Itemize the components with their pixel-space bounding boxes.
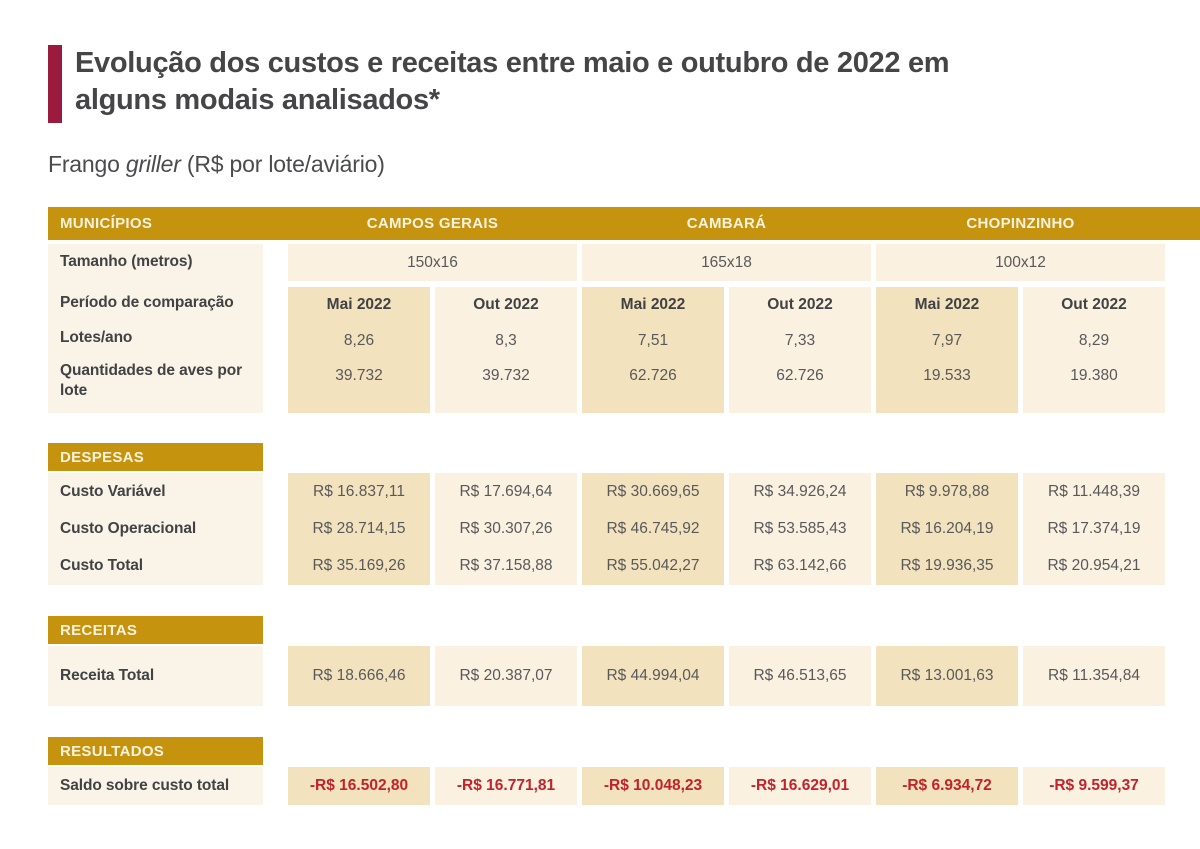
subtitle-italic: griller bbox=[125, 151, 181, 177]
period-cell: Out 2022 bbox=[1061, 296, 1127, 313]
table-top-section: Tamanho (metros) Período de comparação L… bbox=[48, 244, 1200, 413]
saldo-cell: -R$ 10.048,23 bbox=[582, 767, 724, 805]
row-label-custo-variavel: Custo Variável bbox=[60, 482, 166, 500]
lotes-ano-cell: 8,29 bbox=[1078, 332, 1110, 349]
title-block: Evolução dos custos e receitas entre mai… bbox=[48, 45, 1200, 123]
lotes-ano-cell: 7,97 bbox=[931, 332, 963, 349]
size-cell-campos-gerais: 150x16 bbox=[288, 244, 577, 281]
receita-total-cell: R$ 44.994,04 bbox=[582, 646, 724, 706]
custo-variavel-cell: R$ 30.669,65 bbox=[606, 482, 700, 500]
period-cell: Mai 2022 bbox=[620, 296, 686, 313]
receita-total-cell: R$ 11.354,84 bbox=[1023, 646, 1165, 706]
header-chopinzinho: CHOPINZINHO bbox=[966, 215, 1075, 232]
custo-total-cell: R$ 55.042,27 bbox=[606, 557, 700, 574]
despesas-column-cambara-mai: R$ 30.669,65 R$ 46.745,92 R$ 55.042,27 bbox=[582, 473, 724, 585]
aves-lote-cell: 19.533 bbox=[923, 367, 971, 384]
header-municipios: MUNICÍPIOS bbox=[60, 215, 153, 232]
custo-variavel-cell: R$ 16.837,11 bbox=[313, 482, 405, 500]
receita-total-cell: R$ 46.513,65 bbox=[729, 646, 871, 706]
receita-total-cell: R$ 13.001,63 bbox=[876, 646, 1018, 706]
row-label-tamanho: Tamanho (metros) bbox=[60, 252, 193, 270]
page-title-line2: alguns modais analisados* bbox=[75, 84, 440, 116]
despesas-column-cambara-out: R$ 34.926,24 R$ 53.585,43 R$ 63.142,66 bbox=[729, 473, 871, 585]
despesas-column-chopinzinho-mai: R$ 9.978,88 R$ 16.204,19 R$ 19.936,35 bbox=[876, 473, 1018, 585]
custo-operacional-cell: R$ 28.714,15 bbox=[312, 519, 406, 537]
saldo-cell: -R$ 16.771,81 bbox=[435, 767, 577, 805]
subtitle-suffix: (R$ por lote/aviário) bbox=[180, 151, 385, 177]
section-chip-receitas: RECEITAS bbox=[48, 616, 263, 644]
despesas-column-campos-out: R$ 17.694,64 R$ 30.307,26 R$ 37.158,88 bbox=[435, 473, 577, 585]
section-receitas: Receita Total R$ 18.666,46 R$ 20.387,07 … bbox=[48, 646, 1200, 706]
row-label-periodo: Período de comparação bbox=[60, 293, 234, 311]
header-campos-gerais: CAMPOS GERAIS bbox=[366, 215, 499, 232]
row-label-receita-total: Receita Total bbox=[60, 667, 155, 684]
data-column-chopinzinho-mai: Mai 2022 7,97 19.533 bbox=[876, 287, 1018, 413]
custo-variavel-cell: R$ 17.694,64 bbox=[459, 482, 553, 500]
custo-total-cell: R$ 19.936,35 bbox=[900, 557, 994, 574]
row-label-lotes-ano: Lotes/ano bbox=[60, 328, 133, 346]
custo-operacional-cell: R$ 30.307,26 bbox=[459, 519, 553, 537]
aves-lote-cell: 19.380 bbox=[1070, 367, 1118, 384]
row-label-column: Custo Variável Custo Operacional Custo T… bbox=[48, 473, 263, 585]
subtitle-prefix: Frango bbox=[48, 151, 126, 177]
row-label-saldo: Saldo sobre custo total bbox=[60, 777, 230, 794]
custo-operacional-cell: R$ 46.745,92 bbox=[606, 519, 700, 537]
saldo-cell: -R$ 9.599,37 bbox=[1023, 767, 1165, 805]
data-column-cambara-mai: Mai 2022 7,51 62.726 bbox=[582, 287, 724, 413]
custo-operacional-cell: R$ 17.374,19 bbox=[1047, 519, 1141, 537]
data-column-campos-out: Out 2022 8,3 39.732 bbox=[435, 287, 577, 413]
data-column-chopinzinho-out: Out 2022 8,29 19.380 bbox=[1023, 287, 1165, 413]
aves-lote-cell: 39.732 bbox=[482, 367, 530, 384]
custo-total-cell: R$ 35.169,26 bbox=[312, 557, 406, 574]
table-subtitle: Frango griller (R$ por lote/aviário) bbox=[48, 151, 1200, 182]
section-chip-resultados: RESULTADOS bbox=[48, 737, 263, 765]
row-label-column: Tamanho (metros) Período de comparação L… bbox=[48, 244, 263, 413]
aves-lote-cell: 39.732 bbox=[335, 367, 383, 384]
row-label-custo-total: Custo Total bbox=[60, 557, 143, 574]
period-cell: Mai 2022 bbox=[326, 296, 392, 313]
period-cell: Out 2022 bbox=[767, 296, 833, 313]
section-chip-despesas: DESPESAS bbox=[48, 443, 263, 471]
section-resultados: Saldo sobre custo total -R$ 16.502,80 -R… bbox=[48, 767, 1200, 805]
custo-variavel-cell: R$ 11.448,39 bbox=[1048, 482, 1140, 500]
lotes-ano-cell: 7,33 bbox=[784, 332, 816, 349]
custo-total-cell: R$ 20.954,21 bbox=[1047, 557, 1141, 574]
aves-lote-cell: 62.726 bbox=[629, 367, 677, 384]
custo-operacional-cell: R$ 16.204,19 bbox=[900, 519, 994, 537]
period-cell: Out 2022 bbox=[473, 296, 539, 313]
header-cambara: CAMBARÁ bbox=[686, 215, 767, 232]
custo-total-cell: R$ 37.158,88 bbox=[459, 557, 553, 574]
table-header-row: MUNICÍPIOS CAMPOS GERAIS CAMBARÁ CHOPINZ… bbox=[48, 207, 1200, 240]
saldo-cell: -R$ 16.502,80 bbox=[288, 767, 430, 805]
cost-revenue-table: MUNICÍPIOS CAMPOS GERAIS CAMBARÁ CHOPINZ… bbox=[48, 207, 1200, 805]
aves-lote-cell: 62.726 bbox=[776, 367, 824, 384]
size-cell-chopinzinho: 100x12 bbox=[876, 244, 1165, 281]
saldo-cell: -R$ 16.629,01 bbox=[729, 767, 871, 805]
size-cell-cambara: 165x18 bbox=[582, 244, 871, 281]
data-column-cambara-out: Out 2022 7,33 62.726 bbox=[729, 287, 871, 413]
page-title: Evolução dos custos e receitas entre mai… bbox=[75, 45, 950, 119]
page-title-line1: Evolução dos custos e receitas entre mai… bbox=[75, 47, 950, 79]
row-label-custo-operacional: Custo Operacional bbox=[60, 519, 197, 537]
row-label-column: Saldo sobre custo total bbox=[48, 767, 263, 805]
row-label-aves-por-lote: Quantidades de aves por lote bbox=[60, 361, 243, 399]
period-cell: Mai 2022 bbox=[914, 296, 980, 313]
lotes-ano-cell: 8,26 bbox=[343, 332, 375, 349]
despesas-column-campos-mai: R$ 16.837,11 R$ 28.714,15 R$ 35.169,26 bbox=[288, 473, 430, 585]
data-column-campos-mai: Mai 2022 8,26 39.732 bbox=[288, 287, 430, 413]
custo-total-cell: R$ 63.142,66 bbox=[753, 557, 847, 574]
title-accent-bar bbox=[48, 45, 62, 123]
custo-variavel-cell: R$ 9.978,88 bbox=[904, 482, 990, 500]
receita-total-cell: R$ 18.666,46 bbox=[288, 646, 430, 706]
receita-total-cell: R$ 20.387,07 bbox=[435, 646, 577, 706]
infographic-page: Evolução dos custos e receitas entre mai… bbox=[48, 45, 1200, 805]
saldo-cell: -R$ 6.934,72 bbox=[876, 767, 1018, 805]
lotes-ano-cell: 8,3 bbox=[495, 332, 517, 349]
custo-operacional-cell: R$ 53.585,43 bbox=[753, 519, 847, 537]
despesas-column-chopinzinho-out: R$ 11.448,39 R$ 17.374,19 R$ 20.954,21 bbox=[1023, 473, 1165, 585]
section-despesas: Custo Variável Custo Operacional Custo T… bbox=[48, 473, 1200, 585]
row-label-column: Receita Total bbox=[48, 646, 263, 706]
lotes-ano-cell: 7,51 bbox=[637, 332, 669, 349]
custo-variavel-cell: R$ 34.926,24 bbox=[753, 482, 847, 500]
